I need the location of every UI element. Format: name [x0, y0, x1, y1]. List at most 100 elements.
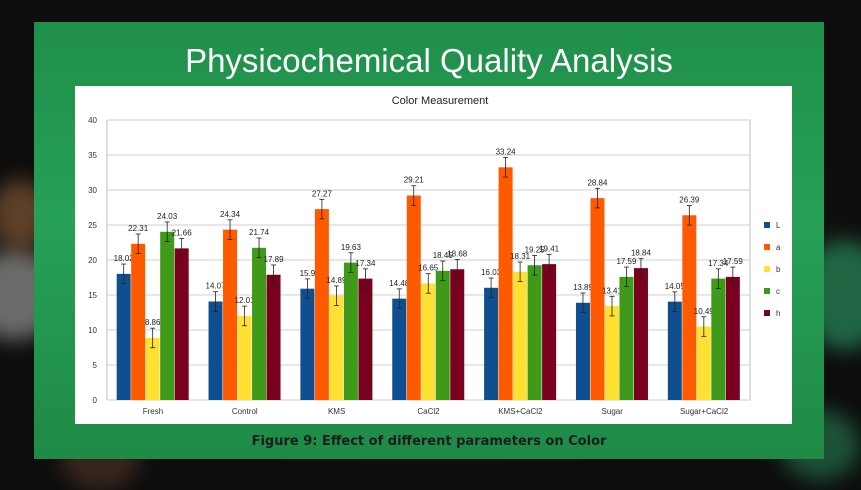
data-label: 24.34 [220, 210, 241, 219]
legend-label: c [776, 287, 780, 296]
x-tick-label: KMS+CaCl2 [498, 407, 543, 416]
data-label: 15.9 [300, 269, 316, 278]
bar [314, 209, 329, 400]
data-label: 27.27 [312, 189, 333, 198]
legend-label: L [776, 221, 781, 230]
legend-label: b [776, 265, 781, 274]
data-label: 14.07 [206, 282, 227, 291]
data-label: 18.31 [510, 252, 531, 261]
legend: La b c h [764, 221, 781, 318]
y-tick-label: 5 [93, 361, 98, 370]
data-label: 14.89 [326, 276, 347, 285]
data-label: 12.01 [235, 296, 256, 305]
legend-swatch [764, 266, 770, 272]
y-tick-label: 15 [88, 291, 97, 300]
bar [300, 288, 315, 400]
data-label: 17.34 [355, 259, 376, 268]
bar [604, 306, 619, 400]
data-label: 18.45 [433, 251, 454, 260]
data-label: 28.84 [587, 178, 608, 187]
data-label: 22.31 [128, 224, 149, 233]
bar [527, 265, 542, 400]
axes: 0 5 10 15 20 25 30 35 40 Fresh Control KMS CaCl2 KMS+… [88, 116, 729, 416]
bar [208, 301, 223, 400]
data-label: 17.59 [616, 257, 637, 266]
bar [542, 264, 557, 400]
chart-title: Color Measurement [392, 95, 489, 107]
data-label: 10.49 [694, 307, 715, 316]
bar [682, 215, 697, 400]
data-label: 21.66 [172, 229, 193, 238]
bar [131, 243, 146, 400]
data-label: 18.84 [631, 248, 652, 257]
legend-label: h [776, 309, 780, 318]
legend-swatch [764, 310, 770, 316]
chart-panel: Color Measurement 18.02 22.31 8.86 24.03 21.… [75, 86, 792, 424]
bar [450, 269, 465, 400]
data-label: 14.05 [665, 282, 686, 291]
x-tick-label: CaCl2 [417, 407, 440, 416]
x-tick-label: KMS [328, 407, 345, 416]
data-label: 24.03 [157, 212, 178, 221]
bar [329, 295, 344, 400]
y-tick-label: 10 [88, 326, 97, 335]
bar [343, 262, 358, 400]
bar [725, 276, 740, 400]
data-label: 16.65 [418, 264, 439, 273]
x-tick-label: Sugar [602, 407, 624, 416]
bar [484, 287, 499, 400]
legend-label: a [776, 243, 781, 252]
x-tick-label: Fresh [143, 407, 163, 416]
y-tick-label: 30 [88, 186, 97, 195]
bar [711, 278, 726, 400]
bar [590, 198, 605, 400]
data-label: 17.59 [723, 257, 744, 266]
legend-swatch [764, 244, 770, 250]
data-label: 19.25 [525, 245, 546, 254]
bar [392, 298, 407, 400]
figure-caption: Figure 9: Effect of different parameters… [251, 434, 607, 449]
bar [160, 231, 175, 400]
data-label: 26.39 [679, 195, 700, 204]
data-label: 21.74 [249, 228, 270, 237]
data-label: 17.34 [708, 259, 729, 268]
bar [406, 195, 421, 400]
y-tick-label: 20 [88, 256, 97, 265]
data-label: 19.41 [539, 244, 560, 253]
slide: Physicochemical Quality Analysis Color M… [34, 22, 824, 459]
legend-swatch [764, 288, 770, 294]
bar [498, 167, 513, 400]
bar [174, 248, 189, 400]
bar [696, 326, 711, 400]
data-label: 19.63 [341, 243, 362, 252]
bar [575, 302, 590, 400]
x-tick-label: Control [232, 407, 258, 416]
data-label: 17.89 [264, 255, 285, 264]
legend-swatch [764, 222, 770, 228]
bar [358, 278, 373, 400]
data-label: 13.41 [602, 286, 623, 295]
bar [435, 270, 450, 400]
data-label: 18.02 [114, 254, 135, 263]
bar-chart: Color Measurement 18.02 22.31 8.86 24.03 21.… [88, 95, 781, 416]
bar [513, 271, 528, 400]
data-label: 18.68 [447, 249, 468, 258]
data-label: 14.48 [389, 279, 410, 288]
y-tick-label: 0 [93, 396, 98, 405]
data-label: 8.86 [145, 318, 161, 327]
bars-group: 18.02 22.31 8.86 24.03 21.66 14.07 24.34 12.01 2… [114, 148, 744, 400]
y-tick-label: 40 [88, 116, 97, 125]
bar [667, 301, 682, 400]
bar [237, 315, 252, 400]
x-tick-label: Sugar+CaCl2 [680, 407, 729, 416]
bar [633, 268, 648, 400]
bar [252, 247, 267, 400]
bar [223, 229, 238, 400]
y-tick-label: 25 [88, 221, 97, 230]
bar [145, 337, 160, 400]
y-tick-label: 35 [88, 151, 97, 160]
data-label: 13.89 [573, 283, 594, 292]
bar [421, 283, 436, 400]
slide-title: Physicochemical Quality Analysis [185, 42, 673, 79]
bar [266, 274, 281, 400]
